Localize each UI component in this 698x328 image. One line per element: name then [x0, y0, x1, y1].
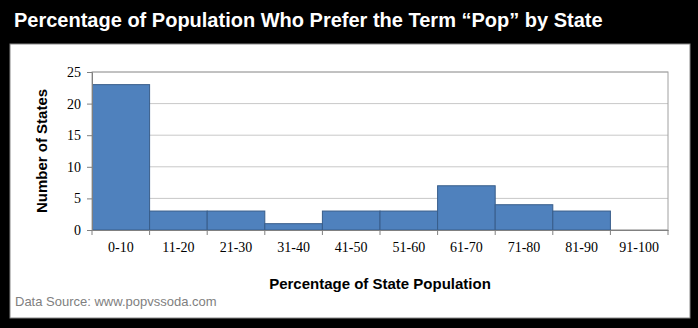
- x-tick-label: 51-60: [392, 240, 425, 255]
- y-tick-mark: [87, 198, 92, 199]
- x-tick: 91-100: [619, 230, 659, 255]
- bar: [610, 230, 668, 231]
- y-tick: 15: [67, 128, 92, 143]
- y-tick-mark: [87, 72, 92, 73]
- x-tick-label: 31-40: [277, 240, 310, 255]
- x-tick-label: 91-100: [619, 240, 659, 255]
- x-tick-label: 61-70: [450, 240, 483, 255]
- y-tick-label: 0: [74, 223, 81, 238]
- x-tick: 0-10: [108, 230, 134, 255]
- y-axis-title: Number of States: [33, 89, 50, 213]
- x-boundary-tick: [495, 230, 496, 235]
- y-tick-mark: [87, 135, 92, 136]
- grid-line: [92, 103, 668, 104]
- grid-line: [92, 198, 668, 199]
- x-tick-label: 11-20: [162, 240, 194, 255]
- bars: [92, 85, 610, 230]
- bar: [150, 211, 208, 230]
- x-boundary-tick: [92, 230, 93, 235]
- x-tick-label: 81-90: [565, 240, 598, 255]
- y-tick-label: 20: [67, 97, 81, 112]
- x-boundary-tick: [668, 230, 669, 235]
- bar: [553, 211, 611, 230]
- y-tick-label: 10: [67, 160, 81, 175]
- y-tick-mark: [87, 230, 92, 231]
- bar: [322, 211, 380, 230]
- bar: [92, 85, 150, 230]
- y-tick: 5: [74, 191, 92, 206]
- x-tick: 41-50: [335, 230, 368, 255]
- x-tick-label: 41-50: [335, 240, 368, 255]
- y-tick-label: 15: [67, 128, 81, 143]
- bar: [438, 186, 496, 230]
- x-axis: 0-10 11-20 21-30 31-40 41-50 51-60 61-70 71-80 8…: [93, 230, 669, 255]
- title: Percentage of Population Who Prefer the …: [14, 9, 603, 31]
- y-tick: 20: [67, 97, 92, 112]
- y-tick-mark: [87, 167, 92, 168]
- x-boundary-tick: [380, 230, 381, 235]
- x-tick: 81-90: [565, 230, 598, 255]
- x-tick: 61-70: [450, 230, 483, 255]
- y-axis: 0 5 10 15 20 25: [67, 65, 93, 238]
- x-boundary-ticks: [92, 230, 668, 235]
- y-tick: 10: [67, 160, 92, 175]
- x-boundary-tick: [149, 230, 150, 235]
- plot-frame: [92, 72, 668, 230]
- x-tick: 51-60: [392, 230, 425, 255]
- x-boundary-tick: [264, 230, 265, 235]
- x-boundary-tick: [437, 230, 438, 235]
- bar: [380, 211, 438, 230]
- source-note: Data Source: www.popvssoda.com: [15, 294, 217, 309]
- x-boundary-tick: [207, 230, 208, 235]
- grid-line: [92, 135, 668, 136]
- x-tick: 21-30: [220, 230, 253, 255]
- y-tick: 0: [74, 223, 92, 238]
- y-tick: 25: [67, 65, 92, 80]
- y-axis-line: [87, 73, 93, 231]
- y-tick-label: 25: [67, 65, 81, 80]
- x-boundary-tick: [552, 230, 553, 235]
- x-axis-title: Percentage of State Population: [269, 275, 491, 292]
- bar: [265, 224, 323, 230]
- x-boundary-tick: [610, 230, 611, 235]
- x-boundary-tick: [322, 230, 323, 235]
- x-tick: 71-80: [508, 230, 541, 255]
- panel: [10, 44, 690, 318]
- chart: Percentage of Population Who Prefer the …: [0, 0, 698, 328]
- y-tick-mark: [87, 104, 92, 105]
- bar: [495, 205, 553, 230]
- bar: [207, 211, 265, 230]
- x-tick: 11-20: [162, 230, 194, 255]
- x-tick-label: 71-80: [508, 240, 541, 255]
- x-tick-label: 21-30: [220, 240, 253, 255]
- grid-line: [92, 166, 668, 167]
- x-tick-label: 0-10: [108, 240, 134, 255]
- x-tick: 31-40: [277, 230, 310, 255]
- y-tick-label: 5: [74, 191, 81, 206]
- grid: [92, 72, 668, 230]
